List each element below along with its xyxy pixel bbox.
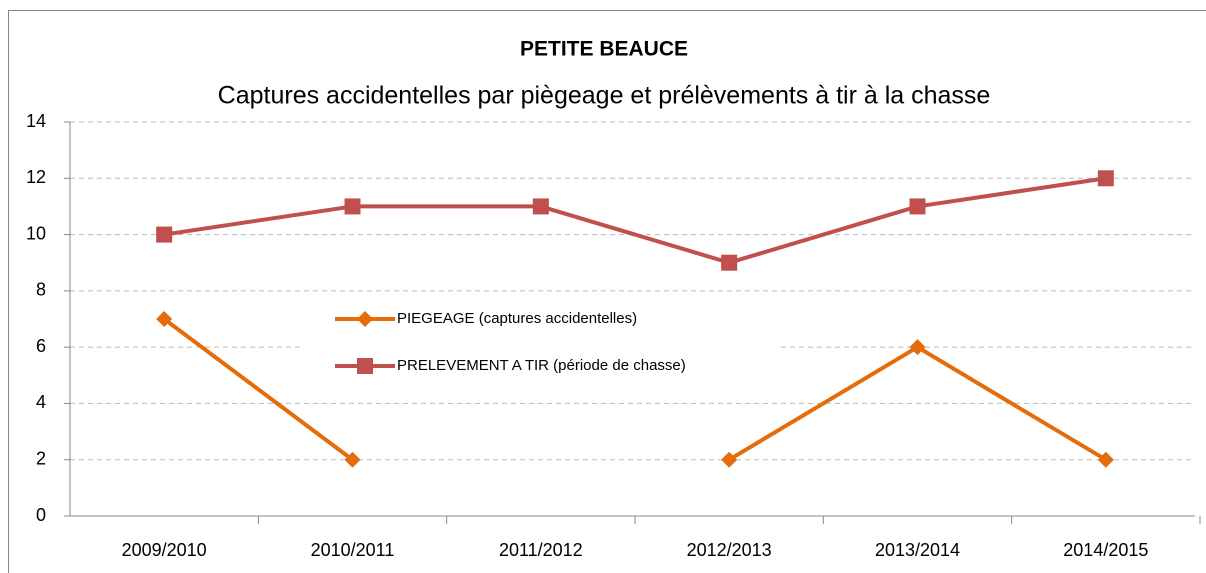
x-tick-label: 2011/2012 (499, 540, 583, 560)
marker (344, 198, 361, 215)
marker (1097, 451, 1114, 468)
legend-box (300, 295, 780, 390)
marker (344, 451, 361, 468)
marker (357, 311, 373, 327)
marker (909, 339, 926, 356)
marker (156, 226, 173, 243)
y-tick-label: 12 (26, 167, 46, 187)
chart-subtitle: Captures accidentelles par piègeage et p… (218, 82, 991, 110)
series-line (163, 176, 1107, 265)
x-tick-label: 2014/2015 (1063, 540, 1148, 560)
legend-label: PRELEVEMENT A TIR (période de chasse) (397, 357, 686, 374)
x-tick-label: 2010/2011 (311, 540, 395, 560)
marker (909, 198, 926, 215)
y-tick-label: 10 (26, 223, 46, 243)
y-tick-label: 6 (36, 336, 46, 356)
marker (357, 358, 373, 374)
x-tick-label: 2009/2010 (122, 540, 207, 560)
legend-label: PIEGEAGE (captures accidentelles) (397, 310, 637, 327)
marker (721, 254, 738, 271)
marker (721, 451, 738, 468)
y-tick-label: 14 (26, 111, 46, 131)
y-tick-label: 8 (36, 280, 46, 300)
marker (156, 311, 173, 327)
y-tick-label: 2 (36, 448, 46, 468)
y-tick-label: 4 (36, 392, 46, 412)
marker (1097, 170, 1114, 187)
marker (532, 198, 549, 215)
x-tick-label: 2013/2014 (875, 540, 960, 560)
x-tick-label: 2012/2013 (687, 540, 772, 560)
chart-title: PETITE BEAUCE (520, 38, 688, 61)
y-tick-label: 0 (36, 505, 46, 525)
chart-frame (8, 10, 1206, 573)
